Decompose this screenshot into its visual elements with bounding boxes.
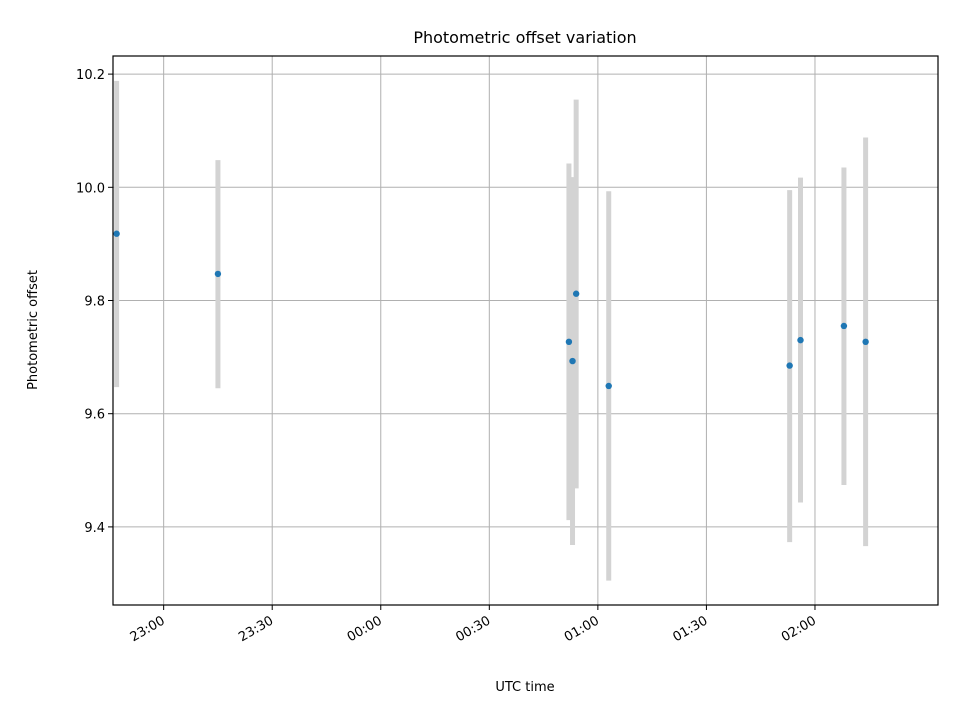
x-tick-label: 00:00: [345, 613, 385, 645]
y-tick-label: 9.6: [84, 408, 105, 423]
x-tick-label: 23:30: [236, 613, 276, 645]
data-point: [605, 382, 612, 390]
x-axis-ticks: 23:00 23:30 00:00 00:30 01:00 01:30 02:00: [128, 605, 819, 645]
data-point: [862, 338, 869, 346]
data-point: [214, 270, 222, 278]
errorbars: [114, 80, 869, 581]
x-tick-label: 00:30: [453, 613, 493, 645]
grid: [113, 56, 938, 605]
y-tick-label: 10.2: [76, 68, 105, 83]
y-tick-label: 10.0: [76, 181, 105, 196]
chart-title: Photometric offset variation: [413, 28, 636, 47]
data-point: [569, 357, 576, 365]
x-tick-label: 01:00: [562, 613, 602, 645]
data-points: [113, 230, 869, 390]
x-tick-label: 23:00: [128, 613, 168, 645]
data-point: [786, 362, 793, 369]
y-tick-label: 9.8: [84, 295, 105, 310]
data-point: [840, 322, 848, 330]
y-axis-label: Photometric offset: [26, 270, 41, 390]
data-point: [572, 290, 580, 297]
x-tick-label: 01:30: [670, 613, 710, 645]
plot-frame: [112, 55, 939, 606]
x-axis-label: UTC time: [495, 680, 554, 695]
x-tick-label: 02:00: [779, 613, 819, 645]
y-axis-ticks: 9.4 9.6 9.8 10.0 10.2: [76, 68, 113, 536]
data-point: [113, 230, 120, 237]
data-point: [797, 336, 804, 344]
data-point: [565, 338, 573, 346]
y-tick-label: 9.4: [84, 521, 105, 536]
